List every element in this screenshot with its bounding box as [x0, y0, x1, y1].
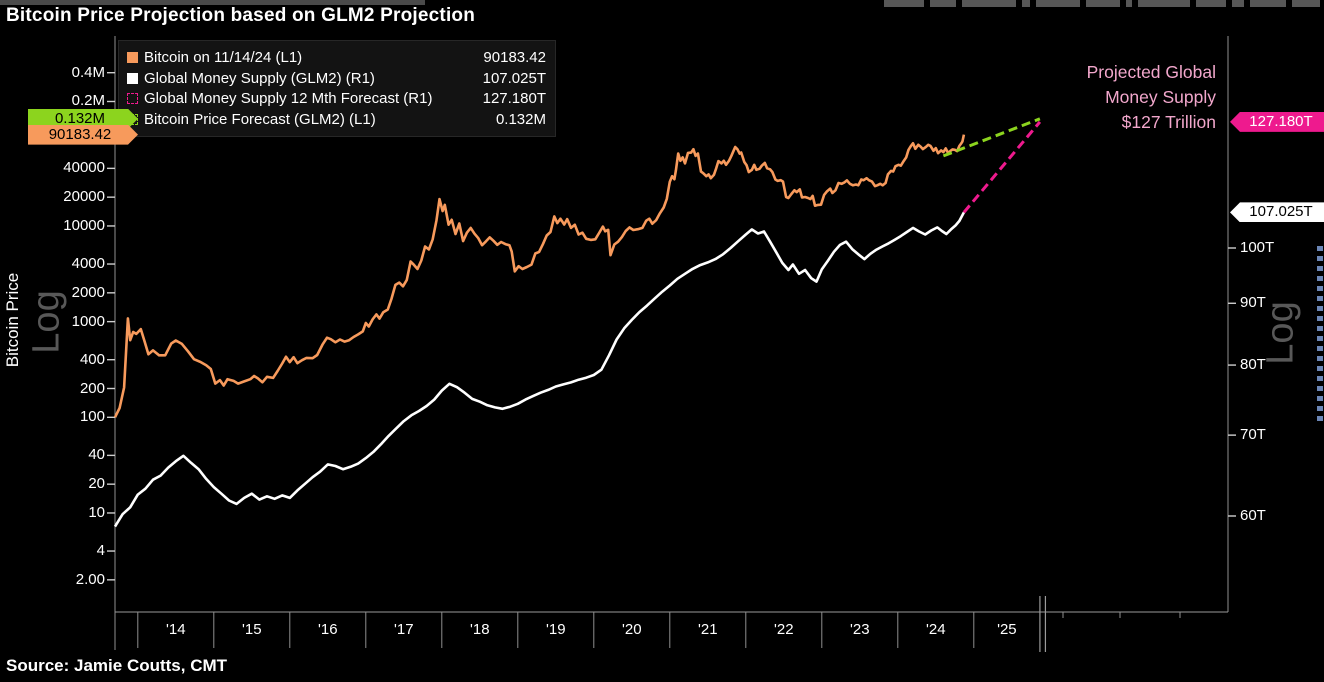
- legend-value: 107.025T: [482, 69, 546, 87]
- left-axis-tick-label: 2000: [71, 283, 105, 301]
- left-axis-tick-label: 4000: [71, 255, 105, 273]
- legend-value: 90183.42: [483, 48, 546, 66]
- x-axis-tick-label: '20: [622, 621, 642, 638]
- left-axis-log-scale-label: Log: [25, 290, 68, 354]
- legend-value: 0.132M: [495, 111, 546, 129]
- source-credit: Source: Jamie Coutts, CMT: [6, 656, 228, 675]
- chart-title: Bitcoin Price Projection based on GLM2 P…: [6, 5, 476, 26]
- clipped-toolbar-fragment: [0, 0, 425, 5]
- series-line-global-money-supply-glm2-: [113, 211, 966, 528]
- bitcoin-series-swatch-icon: [127, 51, 138, 63]
- legend-label: Global Money Supply (GLM2) (R1): [144, 69, 375, 87]
- x-axis-tick-label: '17: [394, 621, 414, 638]
- projection-annotation: Projected Global Money Supply $127 Trill…: [1087, 60, 1216, 135]
- x-axis-tick-label: '24: [926, 621, 946, 638]
- annotation-line: $127 Trillion: [1121, 112, 1216, 132]
- right-axis-log-scale-label: Log: [1259, 301, 1302, 365]
- annotation-line: Projected Global: [1086, 62, 1216, 82]
- price-tag-bitcoin-last: 90183.42: [28, 125, 138, 145]
- left-axis-tick-label: 10: [88, 503, 105, 521]
- left-axis-tick-label: 20000: [63, 188, 105, 206]
- series-line-bitcoin-on-11-14-24: [113, 134, 966, 418]
- left-axis-tick-label: 40000: [63, 159, 105, 177]
- left-axis-tick-label: 0.4M: [71, 63, 105, 81]
- x-axis-tick-label: '22: [774, 621, 794, 638]
- left-axis-tick-label: 40: [88, 446, 105, 464]
- x-axis-tick-label: '14: [166, 621, 186, 638]
- x-axis-tick-label: '21: [698, 621, 718, 638]
- series-line-bitcoin-price-forecast-glm2-: [942, 117, 1041, 158]
- x-axis-tick-label: '18: [470, 621, 490, 638]
- left-axis-tick-label: 20: [88, 475, 105, 493]
- right-axis-tick-label: 90T: [1240, 294, 1266, 312]
- right-axis-tick-label: 100T: [1240, 239, 1275, 256]
- left-axis-tick-label: 0.2M: [71, 92, 105, 110]
- left-axis-title: Bitcoin Price: [3, 272, 22, 368]
- x-axis-tick-label: '15: [242, 621, 262, 638]
- price-tag-bitcoin-forecast: 0.132M: [28, 109, 138, 129]
- right-axis-tick-label: 60T: [1240, 506, 1266, 524]
- x-axis-tick-label: '25: [997, 621, 1017, 638]
- left-axis-tick-label: 2.00: [75, 570, 105, 588]
- annotation-line: Money Supply: [1105, 87, 1216, 107]
- left-axis-tick-label: 10000: [63, 216, 105, 234]
- money-supply-forecast-swatch-icon: [127, 93, 138, 105]
- legend-label: Global Money Supply 12 Mth Forecast (R1): [144, 90, 433, 108]
- x-axis-tick-label: '16: [318, 621, 338, 638]
- x-axis-tick-label: '23: [850, 621, 870, 638]
- legend-label: Bitcoin Price Forecast (GLM2) (L1): [144, 111, 376, 129]
- left-axis-tick-label: 200: [79, 379, 105, 397]
- right-axis-tick-label: 80T: [1240, 356, 1266, 374]
- left-axis-tick-label: 100: [79, 408, 105, 426]
- money-supply-series-swatch-icon: [127, 72, 138, 84]
- series-line-global-money-supply-12-mth-forecast: [962, 120, 1042, 214]
- price-tag-money-supply-last: 107.025T: [1230, 202, 1324, 223]
- legend-label: Bitcoin on 11/14/24 (L1): [144, 48, 303, 66]
- legend-item-money-supply-forecast[interactable]: Global Money Supply 12 Mth Forecast (R1)…: [127, 89, 546, 110]
- right-axis-tick-label: 70T: [1240, 426, 1266, 444]
- price-tag-money-supply-forecast: 127.180T: [1230, 111, 1324, 132]
- left-axis-tick-label: 4: [96, 542, 105, 560]
- legend-item-global-money-supply[interactable]: Global Money Supply (GLM2) (R1) 107.025T: [127, 68, 546, 89]
- left-axis-tick-label: 1000: [71, 312, 105, 330]
- legend-item-bitcoin[interactable]: Bitcoin on 11/14/24 (L1) 90183.42: [127, 47, 546, 68]
- left-axis-tick-label: 400: [79, 350, 105, 368]
- legend-item-bitcoin-forecast[interactable]: Bitcoin Price Forecast (GLM2) (L1) 0.132…: [127, 109, 546, 130]
- clipped-header-text-fragment: [884, 0, 1320, 7]
- x-axis-tick-label: '19: [546, 621, 566, 638]
- legend-panel: Bitcoin on 11/14/24 (L1) 90183.42 Global…: [118, 40, 556, 137]
- clipped-right-edge-text-fragment: [1317, 246, 1323, 424]
- legend-value: 127.180T: [482, 90, 546, 108]
